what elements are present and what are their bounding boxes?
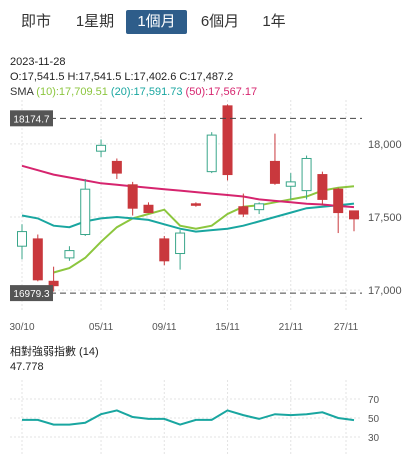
x-tick-label: 15/11 — [215, 322, 240, 333]
rsi-chart[interactable]: 70 50 30 — [0, 378, 414, 458]
candle-body-up — [17, 231, 27, 247]
sma-line-50 — [21, 164, 355, 209]
rsi-tick-label: 50 — [368, 414, 380, 425]
candle-body-down — [48, 280, 59, 287]
candle-body-up — [206, 134, 217, 173]
y-tick-label: 17,000 — [368, 285, 402, 297]
candle-body-up — [64, 250, 75, 259]
date-label: 2023-11-28 — [10, 56, 66, 68]
candle-body-down — [317, 174, 328, 200]
x-tick-label: 05/11 — [89, 322, 114, 333]
y-tick-label: 18,000 — [368, 139, 402, 151]
tab-6-months[interactable]: 6個月 — [200, 13, 240, 30]
reference-label: 18174.7 — [13, 114, 50, 125]
rsi-tick-label: 70 — [368, 395, 380, 406]
sma-readout: SMA (10):17,709.51 (20):17,591.73 (50):1… — [10, 86, 257, 99]
rsi-line — [22, 409, 355, 426]
candle-body-down — [159, 238, 170, 262]
candle-body-down — [222, 105, 233, 176]
rsi-title: 相對強弱指數 (14) — [10, 346, 99, 358]
sma20-value: (20):17,591.73 — [110, 86, 183, 98]
candle-body-down — [190, 203, 201, 206]
candle-body-down — [269, 160, 280, 184]
reference-label-box — [10, 285, 53, 302]
candle-body-up — [80, 188, 91, 236]
tab-1-month[interactable]: 1個月 — [126, 10, 187, 34]
price-chart[interactable]: 18174.7 16979.3 18,000 17,500 17,000 30/10 05… — [0, 100, 414, 340]
candle-body-up — [301, 157, 312, 192]
tab-1-year[interactable]: 1年 — [262, 13, 286, 30]
tab-1-week[interactable]: 1星期 — [75, 13, 115, 30]
candle-body-down — [143, 204, 154, 214]
candle-body-down — [349, 210, 359, 220]
x-tick-label: 30/10 — [9, 322, 34, 333]
candle-body-up — [285, 181, 296, 187]
candle-body-up — [254, 203, 265, 211]
x-tick-label: 27/11 — [334, 322, 359, 333]
reference-label: 16979.3 — [13, 289, 50, 300]
candle-body-up — [175, 232, 186, 255]
candle-body-down — [333, 188, 344, 214]
candle-body-down — [111, 160, 122, 174]
sma-line-10 — [53, 185, 355, 274]
ohlc-readout: O:17,541.5 H:17,541.5 L:17,402.6 C:17,48… — [10, 71, 234, 83]
sma-label: SMA — [10, 86, 34, 98]
sma-line-20 — [21, 202, 355, 233]
reference-label-box — [10, 110, 53, 127]
candle-body-up — [96, 144, 107, 152]
x-tick-label: 21/11 — [279, 322, 304, 333]
tab-intraday[interactable]: 即市 — [20, 13, 51, 30]
rsi-tick-label: 30 — [368, 433, 380, 444]
sma50-value: (50):17,567.17 — [185, 86, 258, 98]
x-tick-label: 09/11 — [152, 322, 177, 333]
candle-body-down — [238, 206, 249, 215]
rsi-value: 47.778 — [10, 361, 44, 373]
sma10-value: (10):17,709.51 — [36, 86, 108, 98]
candle-body-down — [32, 238, 43, 281]
period-tabs: 即市 1星期 1個月 6個月 1年 — [0, 0, 414, 44]
candle-body-down — [127, 184, 138, 209]
y-tick-label: 17,500 — [368, 212, 402, 224]
